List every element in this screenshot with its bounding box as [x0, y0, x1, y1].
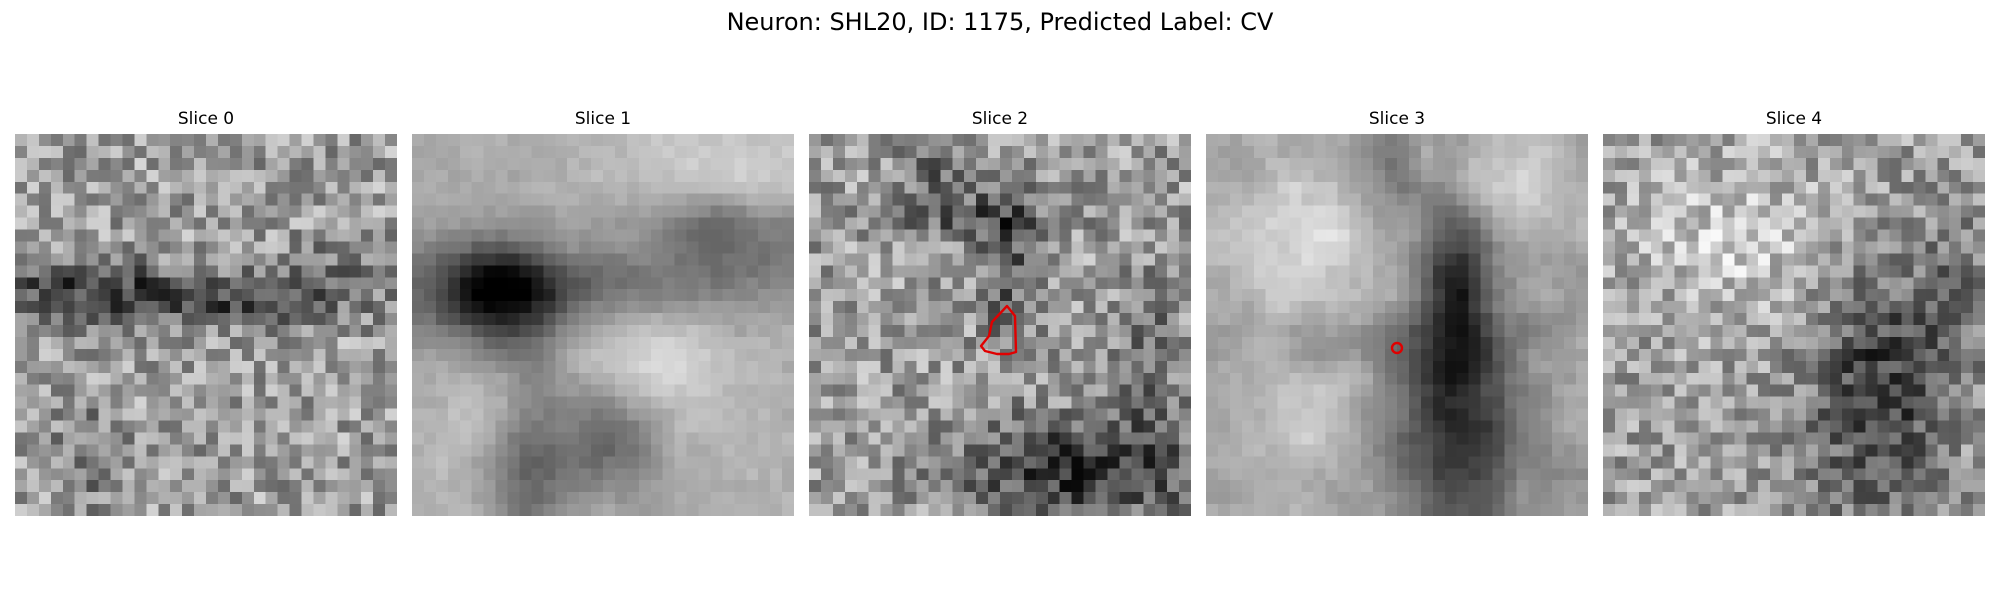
- slice-panel-2: Slice 2: [809, 108, 1191, 516]
- segmentation-contour-overlay: [979, 304, 1018, 356]
- slice-title-2: Slice 2: [971, 109, 1029, 129]
- slice-panel-0: Slice 0: [15, 108, 397, 516]
- slice-title-4: Slice 4: [1765, 109, 1823, 129]
- figure-title: Neuron: SHL20, ID: 1175, Predicted Label…: [726, 8, 1274, 36]
- segmentation-contour: [979, 304, 1018, 356]
- slice-panel-4: Slice 4: [1603, 108, 1985, 516]
- slice-image-4: [1603, 134, 1985, 516]
- slice-image-2: [809, 134, 1191, 516]
- slice-title-3: Slice 3: [1368, 109, 1426, 129]
- slice-panel-3: Slice 3: [1206, 108, 1588, 516]
- segmentation-marker: [1390, 341, 1404, 355]
- slice-image-1: [412, 134, 794, 516]
- slice-image-0: [15, 134, 397, 516]
- slice-title-1: Slice 1: [574, 109, 632, 129]
- slice-title-0: Slice 0: [177, 109, 235, 129]
- slice-panel-1: Slice 1: [412, 108, 794, 516]
- slice-image-3: [1206, 134, 1588, 516]
- segmentation-marker-overlay: [1390, 341, 1404, 355]
